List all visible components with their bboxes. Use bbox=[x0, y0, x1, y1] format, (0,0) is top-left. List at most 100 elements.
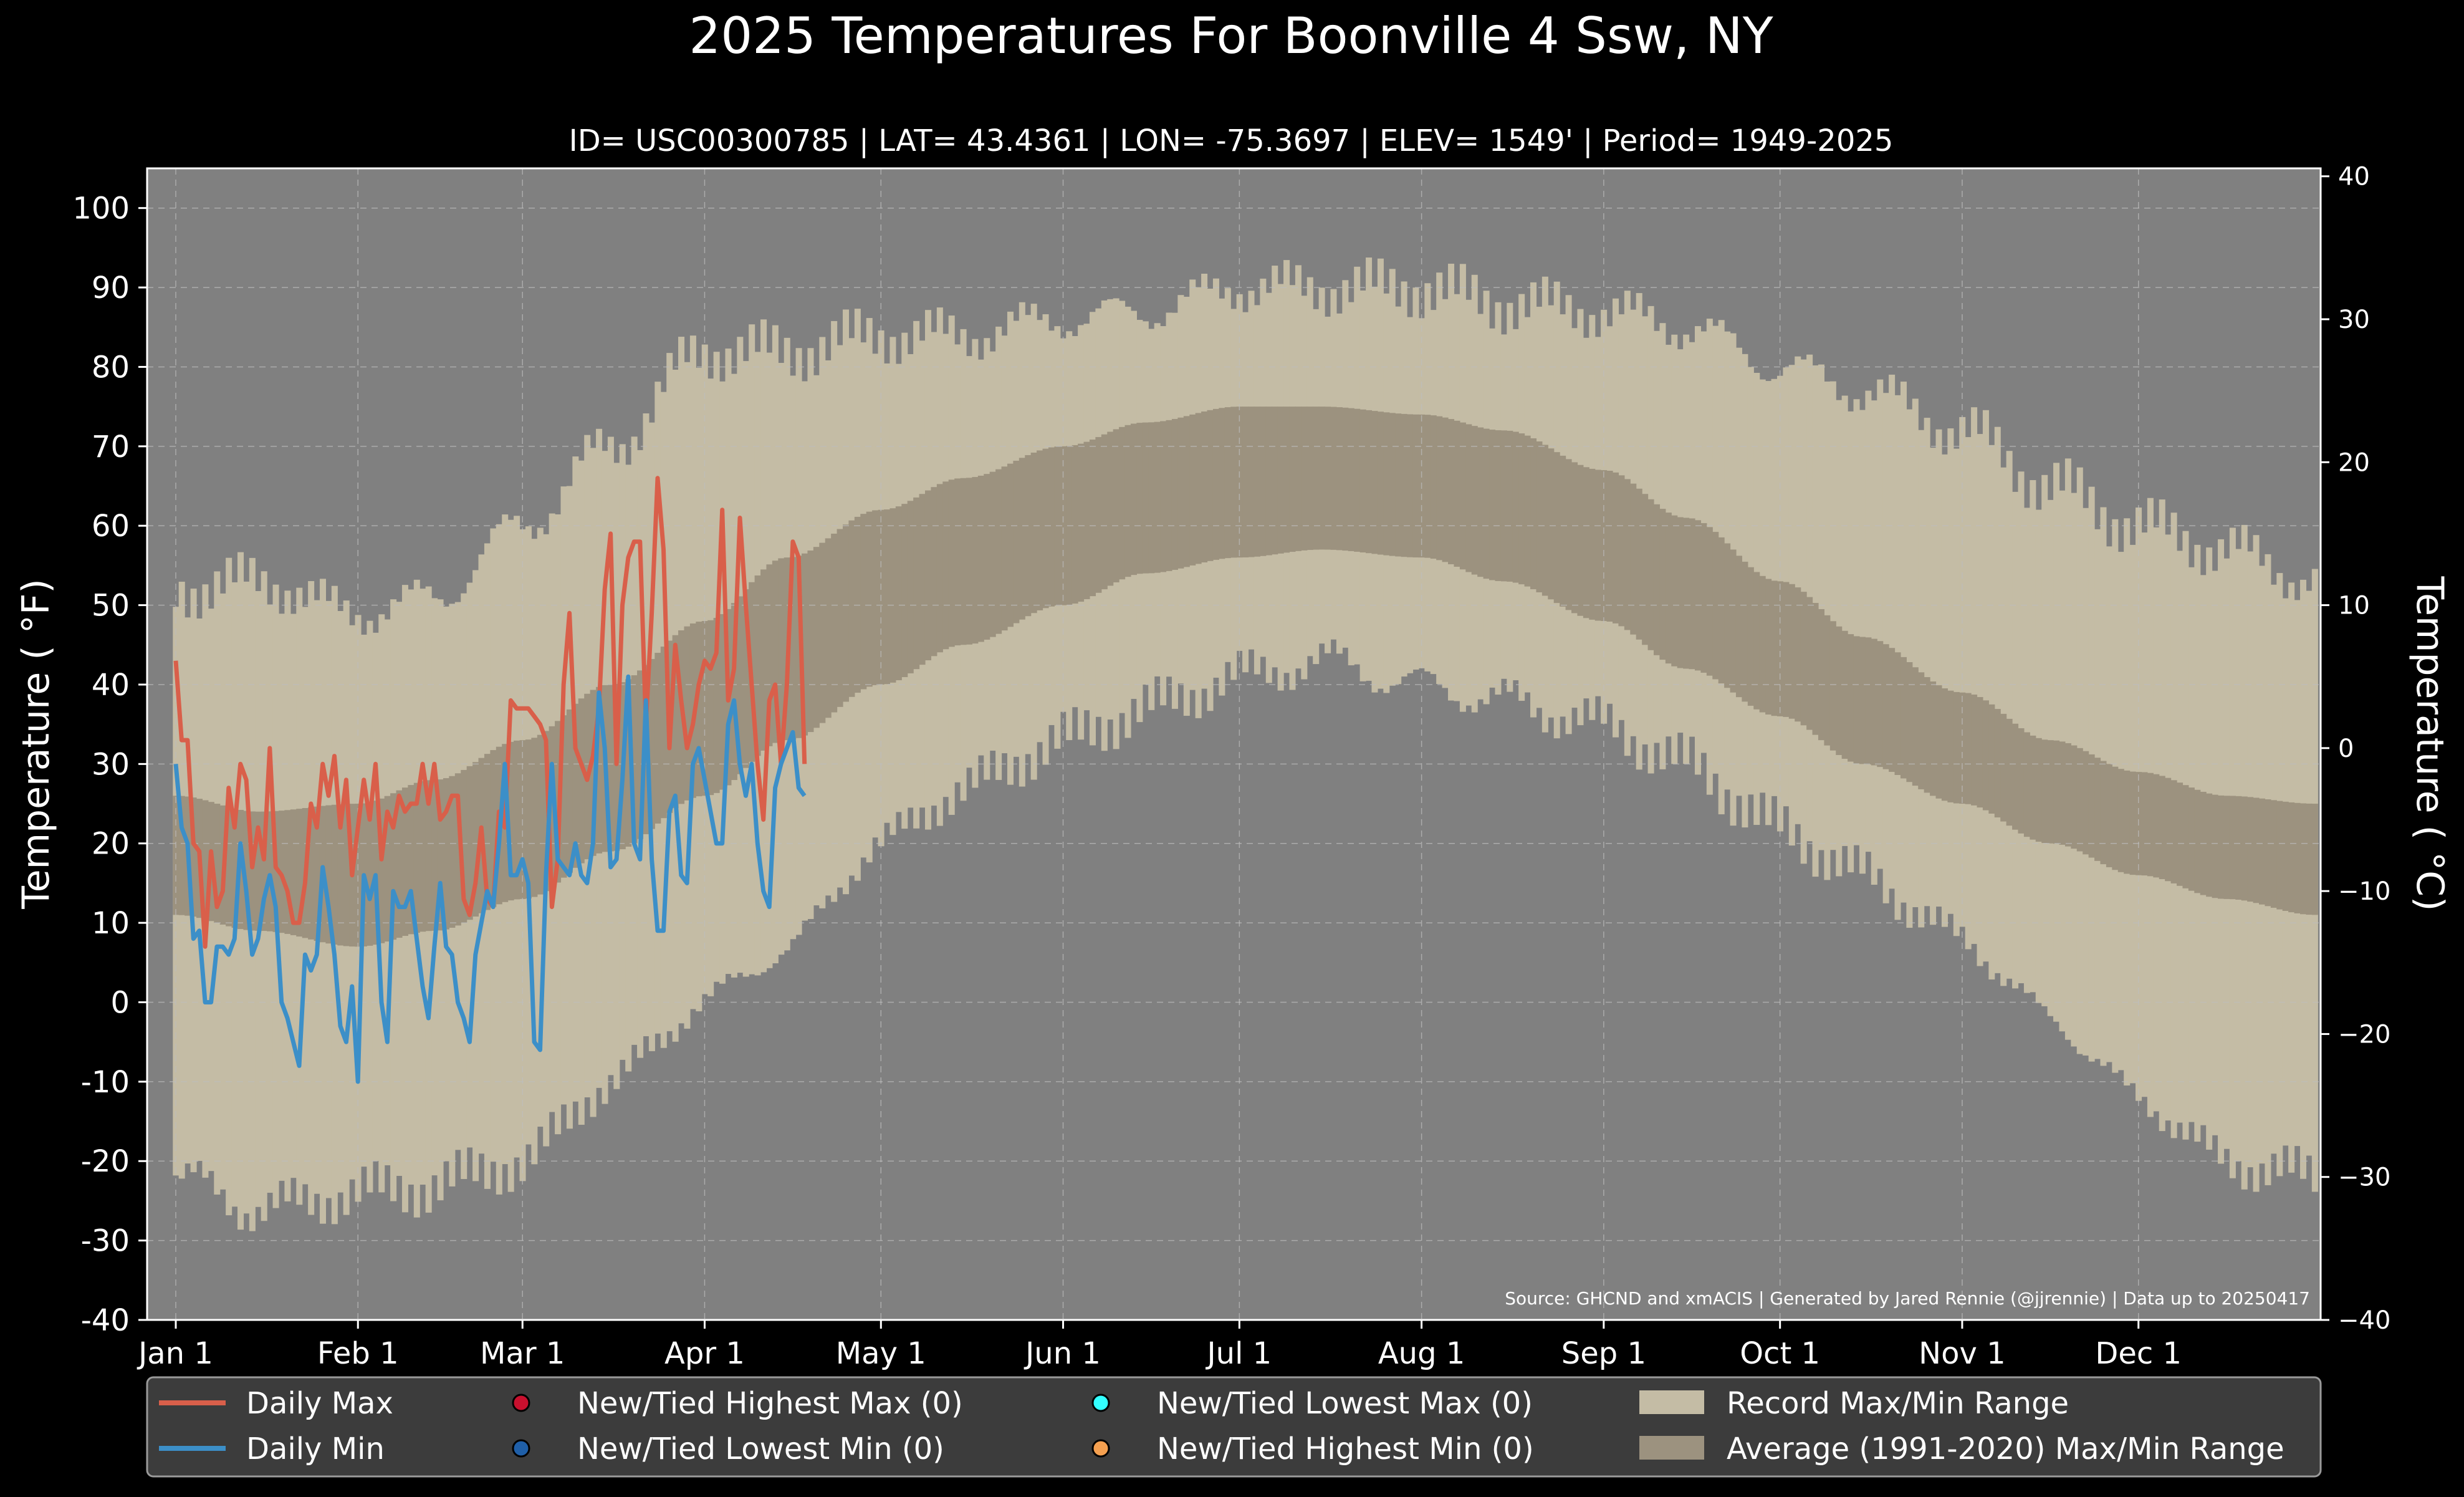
average-range-bar bbox=[1071, 445, 1078, 604]
average-range-bar bbox=[1436, 416, 1443, 561]
average-range-bar bbox=[1977, 697, 1983, 808]
average-range-bar bbox=[325, 805, 332, 944]
average-range-bar bbox=[1306, 407, 1313, 551]
average-range-bar bbox=[1013, 460, 1020, 623]
average-range-bar bbox=[2076, 748, 2083, 852]
y-tick-label: 10 bbox=[92, 906, 130, 941]
average-range-bar bbox=[1313, 407, 1320, 550]
y2-tick-label: 0 bbox=[2338, 734, 2354, 763]
average-range-bar bbox=[2047, 740, 2054, 844]
average-range-bar bbox=[995, 469, 1002, 634]
average-range-bar bbox=[2282, 801, 2289, 911]
average-range-bar bbox=[942, 481, 949, 650]
average-range-bar bbox=[1495, 430, 1502, 581]
average-range-bar bbox=[243, 811, 250, 930]
average-range-bar bbox=[466, 766, 473, 920]
average-range-bar bbox=[413, 782, 420, 933]
average-range-bar bbox=[2018, 728, 2025, 834]
average-range-bar bbox=[1665, 513, 1672, 664]
average-range-bar bbox=[1295, 407, 1302, 551]
average-range-bar bbox=[1500, 430, 1507, 582]
average-range-bar bbox=[514, 740, 520, 900]
average-range-bar bbox=[425, 780, 432, 931]
average-range-bar bbox=[1007, 463, 1014, 627]
x-tick-label: Jul 1 bbox=[1205, 1336, 1272, 1371]
record-range-bar bbox=[1971, 407, 1978, 944]
average-range-bar bbox=[1042, 448, 1049, 609]
average-range-bar bbox=[1454, 420, 1460, 567]
average-range-bar bbox=[1747, 567, 1754, 706]
average-range-bar bbox=[231, 808, 238, 928]
average-range-bar bbox=[1471, 426, 1478, 575]
y-tick-label: 50 bbox=[92, 589, 130, 623]
average-range-bar bbox=[2006, 718, 2013, 826]
average-range-bar bbox=[1553, 452, 1560, 604]
average-range-bar bbox=[1982, 700, 1989, 811]
record-range-bar bbox=[1865, 390, 1872, 852]
average-range-bar bbox=[984, 474, 990, 640]
average-range-bar bbox=[1142, 422, 1149, 574]
average-range-bar bbox=[454, 773, 461, 926]
average-range-bar bbox=[625, 679, 632, 847]
average-range-bar bbox=[1589, 468, 1596, 620]
record-range-bar bbox=[1829, 381, 1836, 850]
average-range-bar bbox=[954, 478, 961, 646]
average-range-bar bbox=[989, 471, 996, 637]
average-range-bar bbox=[1659, 509, 1666, 660]
average-range-bar bbox=[1465, 424, 1472, 572]
average-range-bar bbox=[778, 558, 785, 741]
average-range-bar bbox=[1330, 407, 1337, 550]
average-range-bar bbox=[490, 750, 497, 907]
x-tick-label: Nov 1 bbox=[1919, 1336, 2005, 1371]
average-range-bar bbox=[2165, 777, 2172, 882]
average-range-bar bbox=[1325, 407, 1331, 550]
y-tick-label: -20 bbox=[81, 1144, 130, 1179]
average-range-bar bbox=[537, 734, 544, 895]
average-range-bar bbox=[1119, 426, 1126, 580]
average-range-bar bbox=[1383, 412, 1390, 556]
average-range-bar bbox=[214, 804, 221, 923]
average-range-bar bbox=[2159, 776, 2165, 879]
average-range-bar bbox=[401, 787, 408, 936]
average-range-bar bbox=[1130, 423, 1137, 575]
average-range-bar bbox=[1859, 637, 1866, 764]
average-range-bar bbox=[443, 778, 449, 930]
average-range-bar bbox=[1971, 695, 1978, 806]
average-range-bar bbox=[1407, 414, 1414, 557]
average-range-bar bbox=[742, 589, 749, 768]
x-tick-label: Jan 1 bbox=[137, 1336, 213, 1371]
x-tick-label: Aug 1 bbox=[1378, 1336, 1465, 1371]
average-range-bar bbox=[813, 547, 820, 728]
average-range-bar bbox=[1336, 407, 1343, 551]
x-tick-label: Dec 1 bbox=[2095, 1336, 2182, 1371]
average-range-bar bbox=[396, 790, 403, 938]
average-range-bar bbox=[408, 785, 415, 935]
record-range-bar bbox=[1912, 398, 1919, 907]
average-range-bar bbox=[1812, 603, 1819, 735]
average-range-bar bbox=[543, 731, 550, 892]
legend-highest-min-marker bbox=[1091, 1439, 1110, 1458]
y-tick-label: -40 bbox=[81, 1303, 130, 1338]
average-range-bar bbox=[1630, 483, 1637, 635]
average-range-bar bbox=[472, 762, 479, 917]
average-range-bar bbox=[1359, 409, 1366, 553]
average-range-bar bbox=[1935, 685, 1942, 799]
average-range-bar bbox=[1918, 672, 1925, 789]
average-range-bar bbox=[795, 556, 802, 738]
average-range-bar bbox=[1366, 410, 1373, 554]
average-range-bar bbox=[613, 683, 620, 851]
x-tick-label: Mar 1 bbox=[480, 1336, 565, 1371]
average-range-bar bbox=[590, 690, 597, 856]
average-range-bar bbox=[202, 800, 209, 920]
average-range-bar bbox=[672, 635, 679, 809]
average-range-bar bbox=[1083, 441, 1090, 599]
y-tick-label: 70 bbox=[92, 430, 130, 465]
average-range-bar bbox=[1877, 641, 1884, 768]
average-range-bar bbox=[977, 475, 984, 642]
average-range-bar bbox=[2106, 764, 2112, 867]
average-range-bar bbox=[872, 510, 879, 685]
average-range-bar bbox=[919, 494, 926, 665]
average-range-bar bbox=[1924, 676, 1930, 793]
average-range-bar bbox=[1060, 446, 1067, 605]
